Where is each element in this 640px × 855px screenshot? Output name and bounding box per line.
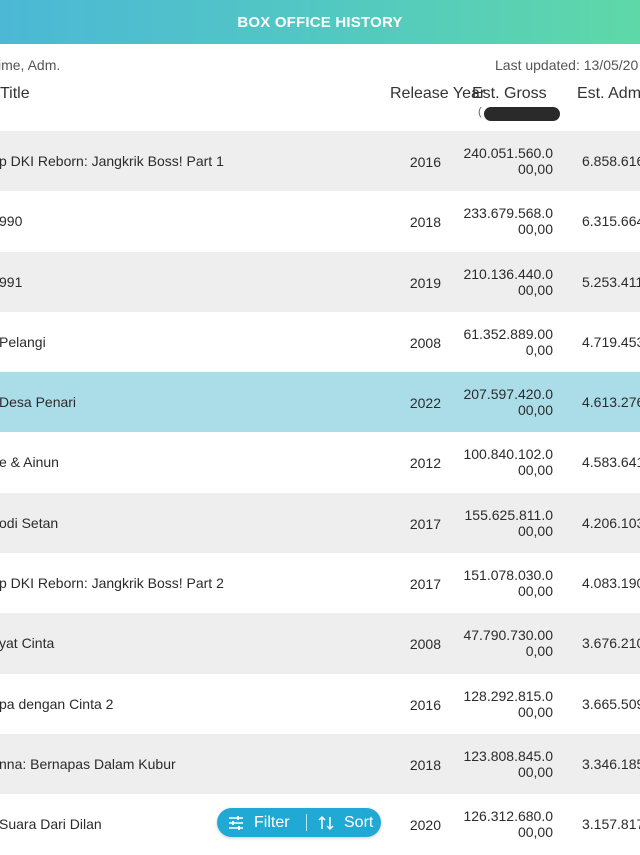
row-release-year: 2020 [409, 817, 441, 834]
row-title: 991 [0, 273, 23, 290]
row-est-adm: 4.583.641 [582, 454, 640, 471]
row-release-year: 2016 [409, 696, 441, 713]
row-est-adm: 3.665.509 [582, 695, 640, 712]
row-est-adm: 6.315.664 [582, 213, 640, 230]
filter-button[interactable]: Filter [217, 808, 302, 837]
row-est-adm: 6.858.616 [582, 153, 640, 169]
row-release-year: 2008 [409, 334, 441, 351]
table-row[interactable]: p DKI Reborn: Jangkrik Boss! Part 1 2016 2… [0, 131, 640, 192]
row-title: 990 [0, 213, 23, 230]
row-title: yat Cinta [0, 635, 55, 652]
table-row[interactable]: nna: Bernapas Dalam Kubur 2018 123.808.845… [0, 733, 640, 795]
sort-button[interactable]: Sort [318, 808, 373, 837]
row-release-year: 2018 [409, 214, 441, 231]
row-title: p DKI Reborn: Jangkrik Boss! Part 1 [0, 153, 224, 169]
column-header-release-year[interactable]: Release Year [390, 85, 486, 102]
row-release-year: 2022 [409, 395, 441, 412]
filter-sort-bar: Filter Sort [217, 808, 381, 837]
row-title: Pelangi [0, 333, 46, 350]
column-header-est-gross-unit: ( [478, 106, 482, 118]
column-header-title[interactable]: Title [0, 85, 30, 102]
row-title: Desa Penari [0, 394, 77, 411]
row-release-year: 2019 [409, 274, 441, 291]
table-row[interactable]: 990 2018 233.679.568.000,00 6.315.664 [0, 191, 640, 252]
metric-label: ime, Adm. [0, 57, 61, 73]
row-est-gross: 126.312.680.000,00 [463, 808, 553, 841]
row-est-gross: 61.352.889.000,00 [463, 325, 553, 358]
row-release-year: 2016 [409, 154, 441, 170]
table-row[interactable]: e & Ainun 2012 100.840.102.000,00 4.583.641 [0, 432, 640, 493]
table-row[interactable]: yat Cinta 2008 47.790.730.000,00 3.676.210 [0, 613, 640, 674]
row-est-adm: 4.206.103 [582, 514, 640, 531]
row-release-year: 2018 [409, 756, 441, 773]
table-row[interactable]: pa dengan Cinta 2 2016 128.292.815.000,00 3… [0, 673, 640, 734]
fab-divider [306, 814, 307, 831]
last-updated-text: Last updated: 13/05/20 [495, 57, 639, 73]
row-est-gross: 100.840.102.000,00 [463, 446, 553, 479]
row-title: Suara Dari Dilan [0, 816, 102, 833]
row-title: e & Ainun [0, 454, 59, 471]
row-release-year: 2008 [409, 636, 441, 653]
row-release-year: 2017 [409, 576, 441, 593]
row-est-gross: 128.292.815.000,00 [463, 687, 553, 720]
table-row[interactable]: 991 2019 210.136.440.000,00 5.253.411 [0, 251, 640, 312]
row-title: odi Setan [0, 514, 59, 531]
table-row[interactable]: Suara Dari Dilan 2020 126.312.680.000,00 3.… [0, 794, 640, 855]
box-office-table: p DKI Reborn: Jangkrik Boss! Part 1 2016 2… [0, 131, 640, 855]
row-est-adm: 3.676.210 [582, 635, 640, 652]
row-est-gross: 123.808.845.000,00 [463, 747, 553, 780]
row-est-adm: 4.719.453 [582, 333, 640, 350]
row-est-gross: 240.051.560.000,00 [463, 145, 553, 177]
page-title: BOX OFFICE HISTORY [237, 13, 403, 31]
redacted-unit-mask [484, 107, 560, 121]
row-est-gross: 155.625.811.000,00 [464, 506, 554, 539]
row-release-year: 2017 [409, 515, 441, 532]
table-row[interactable]: odi Setan 2017 155.625.811.000,00 4.206.103 [0, 492, 640, 554]
row-est-gross: 151.078.030.000,00 [463, 567, 553, 600]
table-row[interactable]: Pelangi 2008 61.352.889.000,00 4.719.453 [0, 311, 640, 373]
row-est-gross: 210.136.440.000,00 [463, 265, 553, 298]
row-est-gross: 47.790.730.000,00 [463, 627, 553, 660]
sort-label: Sort [344, 813, 374, 831]
row-est-gross: 233.679.568.000,00 [463, 205, 553, 238]
table-row[interactable]: Desa Penari 2022 207.597.420.000,00 4.613.2… [0, 372, 640, 433]
row-title: nna: Bernapas Dalam Kubur [0, 755, 176, 772]
row-release-year: 2012 [409, 455, 441, 472]
row-est-gross: 207.597.420.000,00 [463, 386, 553, 419]
filter-label: Filter [254, 813, 290, 831]
row-est-adm: 3.346.185 [582, 755, 640, 772]
app-header: BOX OFFICE HISTORY [0, 0, 640, 44]
row-title: pa dengan Cinta 2 [0, 695, 114, 712]
sort-arrows-icon [318, 815, 334, 831]
row-est-adm: 4.083.190 [582, 575, 640, 592]
column-header-est-adm[interactable]: Est. Adm [577, 85, 640, 102]
row-title: p DKI Reborn: Jangkrik Boss! Part 2 [0, 575, 224, 592]
column-header-est-gross[interactable]: Est. Gross [472, 85, 547, 102]
row-est-adm: 4.613.276 [582, 394, 640, 411]
table-row[interactable]: p DKI Reborn: Jangkrik Boss! Part 2 2017 1… [0, 553, 640, 614]
row-est-adm: 3.157.817 [582, 816, 640, 833]
row-est-adm: 5.253.411 [582, 273, 640, 290]
sliders-icon [228, 815, 244, 830]
